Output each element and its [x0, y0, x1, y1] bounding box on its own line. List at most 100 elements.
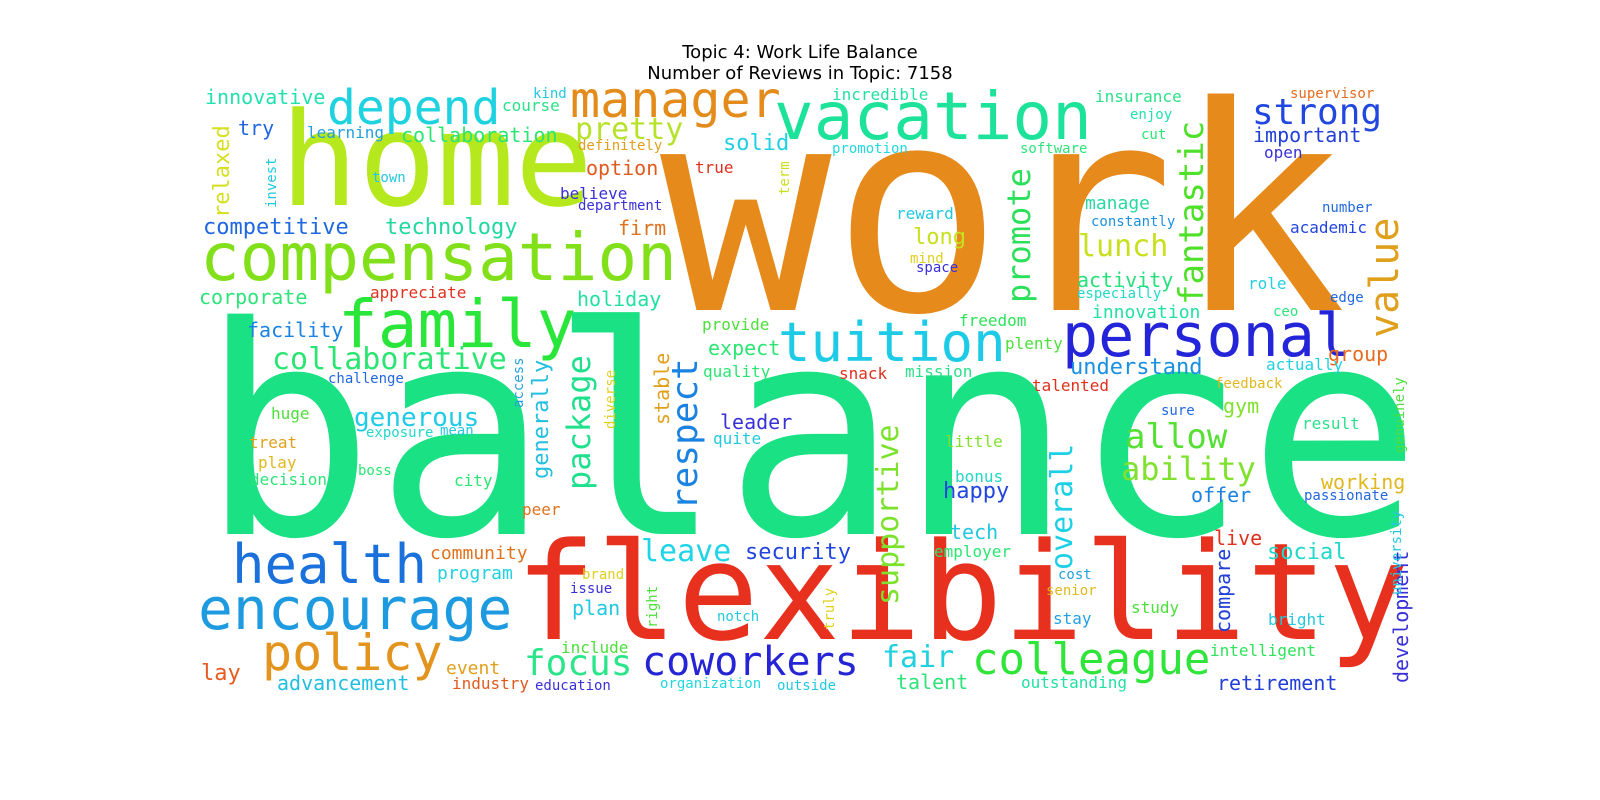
- word-provide: provide: [702, 315, 770, 334]
- word-appreciate: appreciate: [370, 283, 467, 302]
- word-bonus: bonus: [955, 467, 1004, 486]
- word-group: group: [1328, 342, 1389, 366]
- word-truly: truly: [822, 587, 838, 630]
- word-competitive: competitive: [203, 215, 349, 240]
- word-corporate: corporate: [199, 285, 308, 309]
- word-ability: ability: [1121, 450, 1256, 488]
- word-colleague: colleague: [972, 634, 1211, 685]
- word-manage: manage: [1085, 193, 1151, 214]
- word-community: community: [430, 543, 528, 564]
- word-relaxed: relaxed: [210, 125, 235, 218]
- word-learning: learning: [307, 123, 385, 142]
- word-family: family: [338, 286, 577, 363]
- word-lay: lay: [201, 661, 241, 686]
- word-peer: peer: [522, 500, 561, 519]
- word-tech: tech: [950, 520, 999, 544]
- word-happy: happy: [943, 479, 1010, 504]
- word-option: option: [586, 156, 659, 180]
- word-compensation: compensation: [200, 219, 677, 296]
- word-employer: employer: [934, 542, 1012, 561]
- word-constantly: constantly: [1091, 214, 1176, 230]
- word-fair: fair: [882, 640, 955, 675]
- word-boss: boss: [358, 463, 392, 479]
- word-pretty: pretty: [575, 112, 684, 147]
- word-advancement: advancement: [277, 671, 410, 695]
- word-social: social: [1267, 540, 1347, 565]
- word-vacation: vacation: [774, 78, 1092, 155]
- word-diverse: diverse: [603, 369, 619, 429]
- word-challenge: challenge: [328, 371, 404, 387]
- word-mind: mind: [910, 251, 944, 267]
- word-health: health: [232, 533, 428, 596]
- word-retirement: retirement: [1217, 671, 1338, 695]
- word-treat: treat: [249, 433, 298, 452]
- word-organization: organization: [660, 676, 762, 692]
- word-university: university: [1389, 510, 1405, 595]
- word-activity: activity: [1077, 268, 1174, 292]
- word-study: study: [1131, 598, 1180, 617]
- word-home: home: [280, 84, 594, 236]
- word-package: package: [560, 355, 598, 490]
- word-sure: sure: [1161, 403, 1195, 419]
- word-space: space: [916, 260, 959, 276]
- word-try: try: [238, 116, 275, 140]
- word-enjoy: enjoy: [1130, 107, 1173, 123]
- word-outstanding: outstanding: [1021, 673, 1127, 692]
- word-expect: expect: [708, 336, 781, 360]
- title-block: Topic 4: Work Life Balance Number of Rev…: [0, 42, 1600, 84]
- word-actually: actually: [1266, 355, 1344, 374]
- word-work: work: [660, 46, 1347, 378]
- word-fantastic: fantastic: [1172, 120, 1212, 305]
- word-senior: senior: [1046, 583, 1097, 599]
- word-event: event: [446, 658, 501, 679]
- word-innovative: innovative: [205, 85, 326, 109]
- word-intelligent: intelligent: [1210, 641, 1316, 660]
- word-plan: plan: [572, 596, 621, 620]
- word-flexibility: flexibility: [515, 514, 1410, 671]
- word-strong: strong: [1252, 92, 1383, 133]
- word-compare: compare: [1211, 548, 1235, 633]
- word-reward: reward: [896, 204, 954, 223]
- word-number: number: [1322, 200, 1373, 216]
- word-invest: invest: [264, 157, 280, 208]
- word-firm: firm: [618, 216, 667, 240]
- word-edge: edge: [1330, 290, 1364, 306]
- word-brand: brand: [582, 567, 625, 583]
- word-decision: decision: [250, 470, 328, 489]
- word-holiday: holiday: [577, 287, 662, 311]
- word-leave: leave: [641, 534, 732, 569]
- word-promotion: promotion: [832, 141, 908, 157]
- word-technology: technology: [385, 215, 518, 240]
- word-play: play: [258, 453, 297, 472]
- word-believe: believe: [560, 184, 628, 203]
- word-supportive: supportive: [871, 424, 906, 605]
- word-department: department: [578, 198, 663, 214]
- word-policy: policy: [262, 624, 443, 682]
- word-town: town: [372, 170, 406, 186]
- word-insurance: insurance: [1095, 87, 1182, 106]
- word-ceo: ceo: [1273, 304, 1299, 320]
- word-manager: manager: [570, 71, 781, 129]
- word-talented: talented: [1032, 376, 1110, 395]
- word-balance: balance: [200, 266, 1423, 603]
- word-quite: quite: [713, 429, 762, 448]
- word-kind: kind: [533, 86, 567, 102]
- word-academic: academic: [1290, 218, 1368, 237]
- word-industry: industry: [452, 674, 530, 693]
- word-personal: personal: [1062, 301, 1351, 371]
- word-snack: snack: [839, 364, 888, 383]
- word-cut: cut: [1141, 127, 1167, 143]
- word-freedom: freedom: [959, 311, 1027, 330]
- word-facility: facility: [247, 318, 344, 342]
- word-generally: generally: [529, 359, 554, 479]
- word-program: program: [437, 563, 513, 584]
- word-result: result: [1302, 414, 1360, 433]
- word-stay: stay: [1053, 609, 1092, 628]
- word-outside: outside: [777, 678, 837, 694]
- word-supervisor: supervisor: [1290, 86, 1375, 102]
- word-focus: focus: [524, 643, 633, 684]
- word-gym: gym: [1223, 394, 1260, 418]
- word-issue: issue: [570, 581, 613, 597]
- word-incredible: incredible: [832, 85, 929, 104]
